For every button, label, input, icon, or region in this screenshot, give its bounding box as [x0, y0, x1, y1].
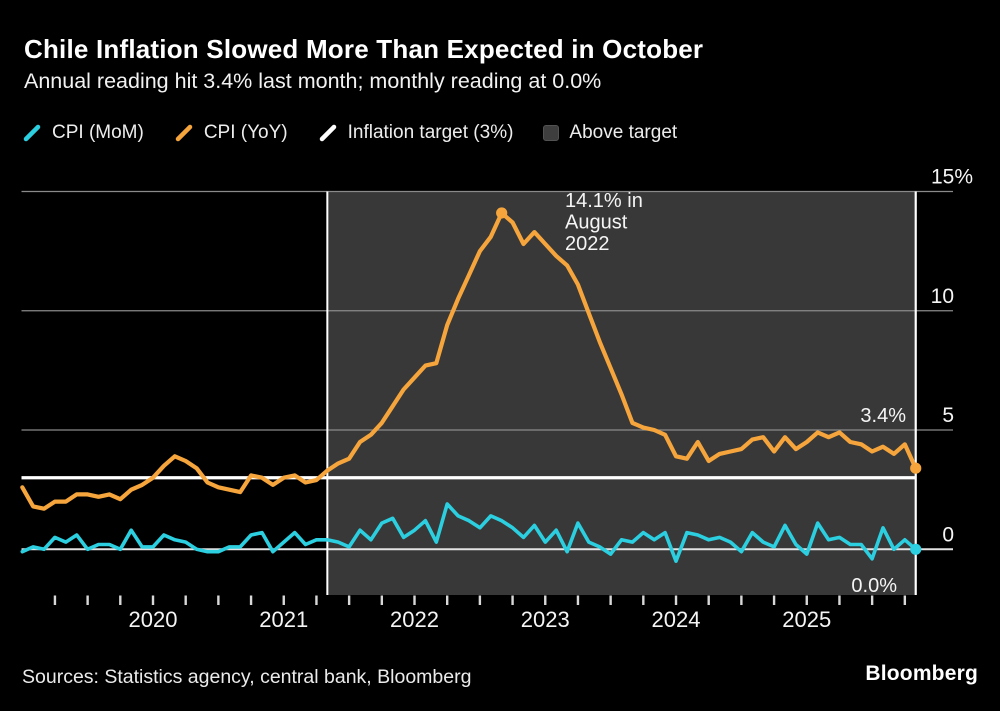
legend-label-cpi-yoy: CPI (YoY) [203, 122, 288, 143]
page-title: Chile Inflation Slowed More Than Expecte… [24, 34, 704, 64]
bloomberg-logo: Bloomberg [865, 662, 978, 685]
inflation-target-slash-icon [319, 124, 336, 142]
legend: CPI (MoM) CPI (YoY) Inflation target (3%… [22, 122, 677, 144]
legend-item-above-target: Above target [543, 122, 677, 144]
cpi-mom-slash-icon [23, 124, 41, 142]
yoy-end-marker [910, 462, 922, 474]
x-axis-label-2021: 2021 [259, 607, 308, 632]
page-subtitle: Annual reading hit 3.4% last month; mont… [24, 69, 602, 93]
legend-label-above-target: Above target [569, 122, 678, 143]
mom-latest-annotation: 0.0% [851, 575, 897, 597]
mom-end-marker [910, 543, 922, 555]
peak-marker [496, 207, 508, 219]
peak-annotation: 14.1% in [565, 190, 643, 212]
x-axis-label-2020: 2020 [129, 607, 178, 632]
y-axis-label-5: 5 [942, 404, 954, 427]
legend-item-target: Inflation target (3%) [318, 122, 514, 144]
legend-item-cpi-mom: CPI (MoM) [22, 122, 144, 144]
above-target-swatch-icon [543, 125, 560, 141]
x-axis-label-2022: 2022 [390, 607, 439, 632]
cpi-yoy-line [20, 210, 918, 511]
legend-label-cpi-mom: CPI (MoM) [52, 122, 144, 143]
yoy-latest-annotation: 3.4% [860, 405, 906, 427]
y-axis-label-15: 15% [931, 166, 973, 189]
legend-label-target: Inflation target (3%) [347, 122, 514, 143]
cpi-mom-line [20, 502, 918, 564]
x-axis-label-2024: 2024 [652, 607, 701, 632]
sources-note: Sources: Statistics agency, central bank… [22, 666, 472, 688]
peak-annotation: 2022 [565, 233, 610, 255]
y-axis-label-10: 10 [931, 285, 954, 308]
x-axis-label-2025: 2025 [782, 607, 831, 632]
y-axis-label-0: 0 [942, 523, 954, 546]
cpi-yoy-slash-icon [175, 124, 193, 142]
x-axis-label-2023: 2023 [521, 607, 570, 632]
legend-item-cpi-yoy: CPI (YoY) [174, 122, 288, 144]
peak-annotation: August [565, 212, 628, 234]
